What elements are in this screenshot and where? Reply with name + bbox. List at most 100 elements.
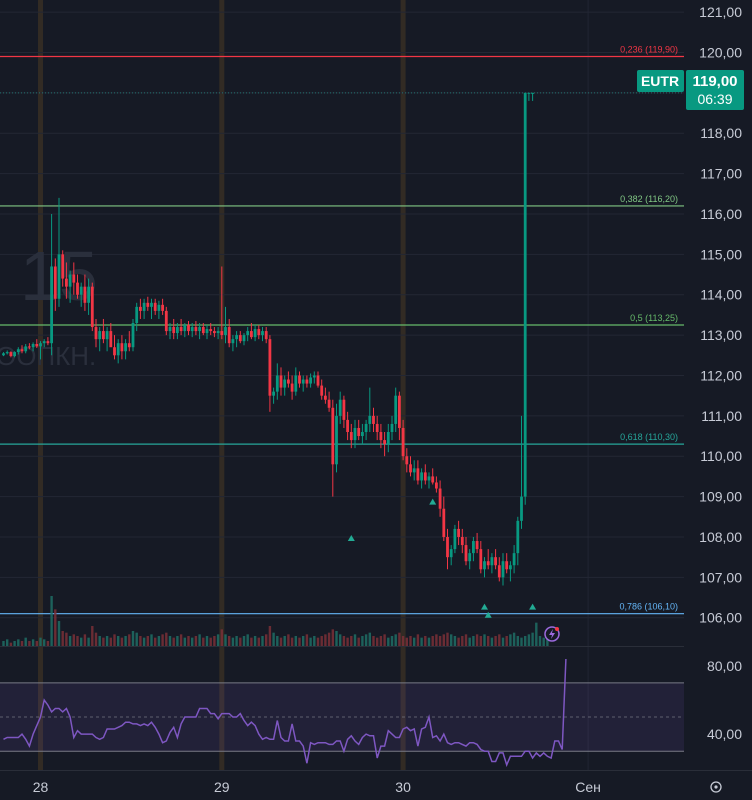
volume-bar [501,637,505,646]
volume-bar [87,637,90,646]
price-tick-label: 118,00 [700,125,742,141]
candle [72,274,76,283]
candle [398,395,401,428]
candle [257,329,261,336]
price-tick-label: 121,00 [699,4,742,20]
time-tick-label: 30 [395,779,411,795]
candle [57,254,61,299]
alert-marker[interactable] [544,626,560,642]
volume-bar [316,637,320,646]
volume-bar [364,634,368,646]
volume-bar [17,639,20,646]
candle [227,327,231,344]
volume-bar [520,637,523,646]
fib-level-label: 0,5 (113,25) [630,313,678,323]
price-badge[interactable]: EUTR 119,00 06:39 [637,70,744,110]
candle [135,306,139,323]
candle [235,335,238,340]
candle [375,423,379,433]
rsi-pane [0,658,684,768]
volume-bar [31,639,35,646]
candle [124,343,127,352]
candle [305,379,309,384]
volume-bar [483,634,486,646]
candle [187,325,190,332]
candle [531,92,534,94]
candle [157,304,161,311]
candle [420,472,423,481]
candle [509,565,512,570]
candle [475,541,479,550]
candle [205,329,209,334]
price-tick-label: 110,00 [700,448,742,464]
volume-bar [253,636,257,646]
candle [168,327,172,332]
candle [2,353,5,356]
candle [301,379,305,384]
time-axis[interactable]: 28 29 30 Сен [0,770,752,796]
candle [490,557,494,566]
volume-bar [268,626,272,646]
volume-bar [250,637,253,646]
volume-bar [124,636,127,646]
volume-bar [453,636,457,646]
price-tick-label: 120,00 [699,44,742,60]
volume-bar [194,636,198,646]
candle [179,327,183,332]
price-badge-bg [686,70,744,110]
volume-bar [265,634,268,646]
volume-bar [457,637,460,646]
rsi-axis-bg [684,647,752,770]
candle [460,536,464,546]
candle [172,327,176,334]
rsi-axis[interactable]: 40,00 80,00 [684,647,752,770]
candle [494,557,497,566]
candle [457,528,460,537]
candle [324,395,327,400]
volume-bar [94,632,98,646]
candle [150,302,153,307]
candle [76,282,79,295]
settings-icon[interactable] [710,781,722,793]
volume-bar [168,636,172,646]
candle [16,349,20,353]
volume-bar [272,632,275,646]
volume-bar [512,632,516,646]
volume-bar [98,636,101,646]
volume-bar [424,636,427,646]
signal-markers [347,498,537,618]
volume-bar [516,636,519,646]
candle [250,331,253,338]
volume-bar [335,631,338,646]
price-tick-label: 117,00 [700,166,742,182]
volume-bar [183,637,186,646]
volume-bar [135,632,138,646]
candle [194,327,198,332]
fibonacci-levels[interactable]: 0,236 (119,90) 0,382 (116,20) 0,5 (113,25)… [0,45,684,615]
candle [468,553,472,562]
volume-bar [109,637,112,646]
candle [87,286,90,303]
volume-bar [279,637,283,646]
watermark-sub: ООПКН. [0,341,96,371]
volume-bar [150,634,153,646]
volume-bar [475,634,479,646]
volume-bar [172,637,175,646]
candle [283,379,287,388]
volume-bar [487,636,490,646]
volume-bar [72,634,75,646]
candle [438,488,442,509]
candle [501,561,505,578]
candle [90,286,94,328]
volume-bar [228,636,231,646]
candle [442,508,446,537]
volume-bar [239,637,242,646]
bar-countdown: 06:39 [697,91,732,107]
volume-bar [257,637,260,646]
candle [383,440,386,445]
candle [261,331,264,336]
volume-bar [65,632,68,646]
volume-bar [213,636,216,646]
candle [242,335,246,342]
